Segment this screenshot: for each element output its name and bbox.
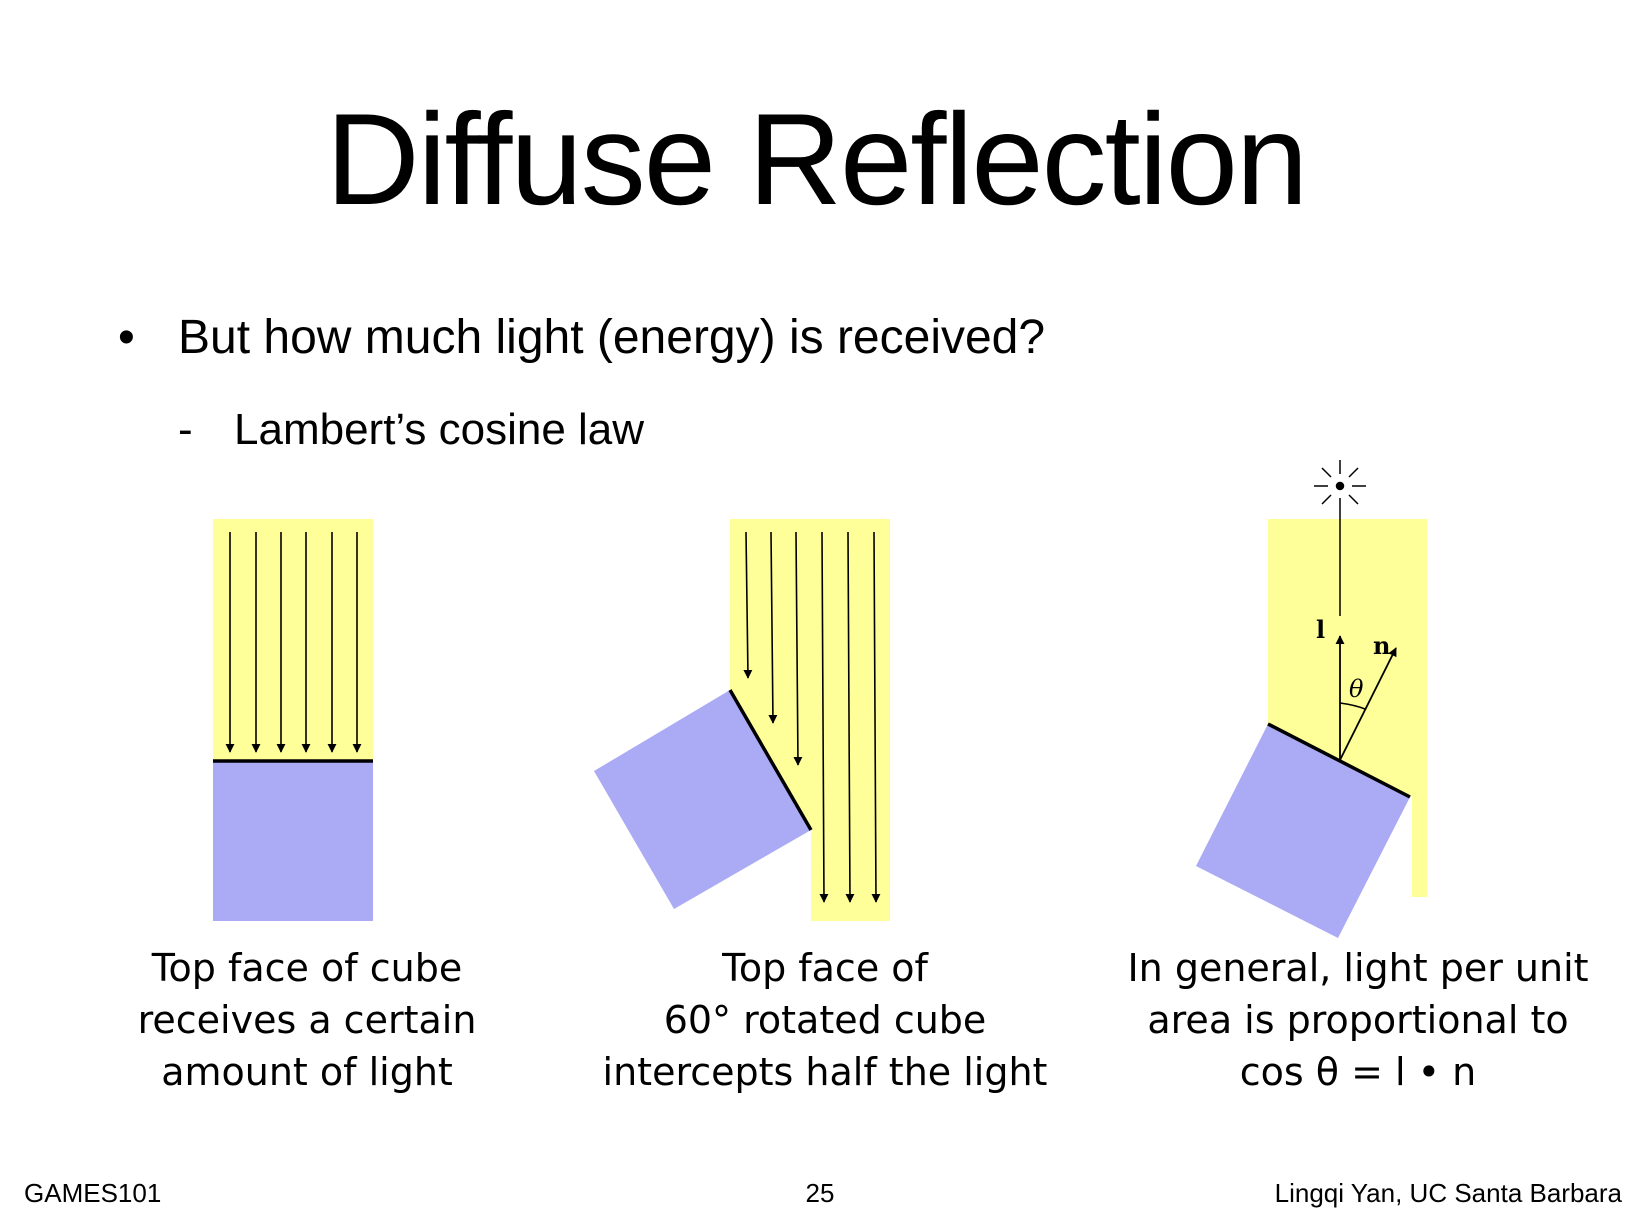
- caption-line: cos θ = l • n: [1239, 1050, 1477, 1094]
- caption-line: 60° rotated cube: [663, 998, 987, 1042]
- sub-bullet-marker: -: [178, 405, 193, 454]
- label-n: n: [1373, 631, 1390, 660]
- sub-bullet-text: Lambert’s cosine law: [234, 405, 645, 454]
- cube-face: [1196, 724, 1410, 938]
- page-number: 25: [805, 1178, 835, 1208]
- caption-line: In general, light per unit: [1127, 946, 1589, 990]
- figure-flat-cube: [213, 519, 373, 921]
- caption-line: Top face of cube: [151, 946, 463, 990]
- surface-line: [728, 689, 813, 831]
- figure-general-case: l n θ: [1196, 460, 1427, 938]
- surface-line: [1267, 722, 1411, 799]
- light-beam: [1268, 519, 1427, 897]
- caption-line: area is proportional to: [1147, 998, 1569, 1042]
- cube-face: [594, 690, 811, 909]
- caption-middle: Top face of 60° rotated cube intercepts …: [575, 942, 1075, 1098]
- caption-line: intercepts half the light: [602, 1050, 1048, 1094]
- n-vector: [1339, 647, 1397, 761]
- bullet-text: But how much light (energy) is received?: [178, 311, 1046, 364]
- caption-line: amount of light: [161, 1050, 453, 1094]
- light-rays: [743, 531, 881, 903]
- light-beam: [213, 519, 373, 761]
- slide-title: Diffuse Reflection: [325, 86, 1308, 232]
- light-source-icon: [1314, 460, 1366, 512]
- figure-rotated-cube: [594, 519, 890, 921]
- theta-arc: [1339, 702, 1366, 710]
- caption-line: receives a certain: [137, 998, 477, 1042]
- caption-right: In general, light per unit area is propo…: [1108, 942, 1608, 1098]
- bullet-marker: •: [118, 311, 135, 364]
- caption-left: Top face of cube receives a certain amou…: [100, 942, 514, 1098]
- footer-left: GAMES101: [24, 1178, 162, 1208]
- label-l: l: [1316, 615, 1325, 644]
- caption-line: Top face of: [722, 946, 928, 990]
- label-theta: θ: [1349, 675, 1364, 703]
- footer-right: Lingqi Yan, UC Santa Barbara: [1274, 1178, 1622, 1208]
- light-rays: [225, 532, 362, 753]
- cube-face: [213, 761, 373, 921]
